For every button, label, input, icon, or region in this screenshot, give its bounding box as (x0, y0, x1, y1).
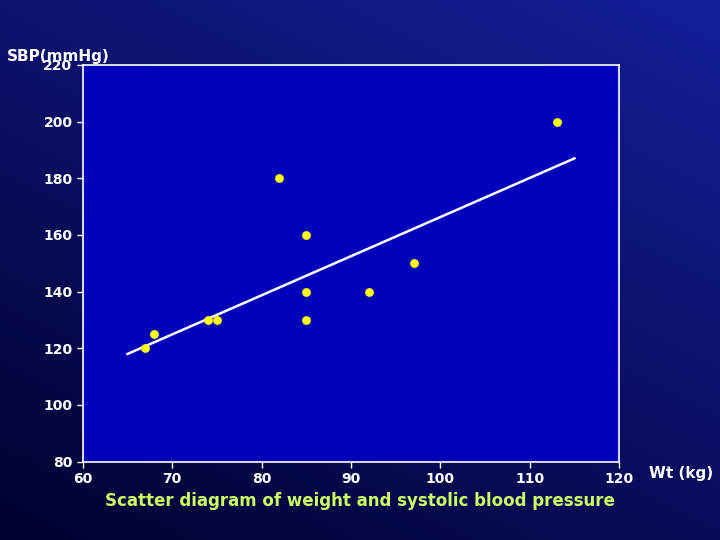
Point (140, 344, 151, 353)
Point (408, 259, 419, 267)
Point (148, 330, 160, 339)
Text: Scatter diagram of weight and systolic blood pressure: Scatter diagram of weight and systolic b… (105, 492, 615, 510)
Point (300, 231, 312, 239)
Text: SBP(mmHg): SBP(mmHg) (7, 49, 110, 64)
Point (300, 315, 312, 324)
Point (211, 315, 222, 324)
Point (363, 287, 374, 296)
Point (551, 117, 562, 126)
Point (300, 287, 312, 296)
Point (274, 174, 285, 183)
Text: Wt (kg): Wt (kg) (649, 466, 713, 481)
Point (202, 315, 214, 324)
